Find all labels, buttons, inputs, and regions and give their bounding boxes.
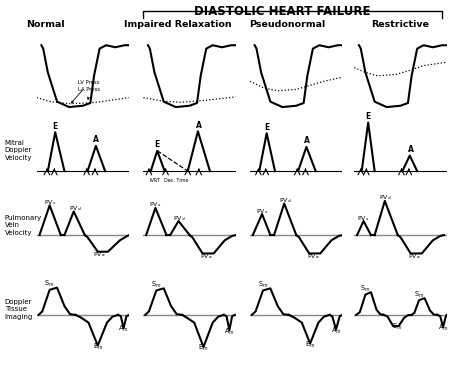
Text: Dec. Time: Dec. Time [164, 178, 189, 183]
Text: E$_m$: E$_m$ [92, 342, 103, 352]
Text: A: A [93, 135, 99, 145]
Text: PV$_s$: PV$_s$ [149, 201, 162, 209]
Text: PV$_d$: PV$_d$ [379, 194, 392, 202]
Text: PV$_s$: PV$_s$ [357, 214, 370, 223]
Text: Impaired Relaxation: Impaired Relaxation [124, 20, 232, 29]
Text: LA Press: LA Press [78, 87, 100, 99]
Text: PV$_d$: PV$_d$ [173, 214, 186, 223]
Text: Restrictive: Restrictive [372, 20, 429, 29]
Text: S$_m$: S$_m$ [45, 279, 55, 289]
Text: E: E [53, 122, 58, 131]
Text: Mitral
Doppler
Velocity: Mitral Doppler Velocity [5, 139, 32, 161]
Text: PV$_s$: PV$_s$ [44, 198, 56, 207]
Text: Normal: Normal [26, 20, 64, 29]
Text: Doppler
Tissue
Imaging: Doppler Tissue Imaging [5, 299, 33, 320]
Text: S$_m$: S$_m$ [258, 280, 268, 290]
Text: E$_m$: E$_m$ [305, 340, 315, 350]
Text: S$_m$: S$_m$ [414, 290, 424, 300]
Text: E: E [264, 123, 269, 132]
Text: A$_m$: A$_m$ [118, 324, 129, 335]
Text: Pseudonormal: Pseudonormal [249, 20, 325, 29]
Text: PV$_d$: PV$_d$ [69, 204, 82, 213]
Text: LV Press: LV Press [72, 80, 100, 103]
Text: A$_m$: A$_m$ [224, 326, 235, 337]
Text: A$_m$: A$_m$ [330, 326, 341, 336]
Text: E$_m$: E$_m$ [392, 322, 402, 332]
Text: DIASTOLIC HEART FAILURE: DIASTOLIC HEART FAILURE [194, 5, 370, 19]
Text: E$_m$: E$_m$ [198, 343, 209, 353]
Text: PV$_d$: PV$_d$ [279, 196, 292, 205]
Text: A: A [408, 145, 414, 154]
Text: A$_m$: A$_m$ [438, 323, 448, 333]
Text: PV$_a$: PV$_a$ [93, 250, 106, 259]
Text: E: E [155, 140, 160, 149]
Text: PV$_s$: PV$_s$ [256, 207, 268, 216]
Text: E: E [365, 112, 371, 121]
Text: PV$_a$: PV$_a$ [307, 252, 319, 261]
Text: IVRT: IVRT [150, 178, 161, 183]
Text: A: A [196, 121, 202, 130]
Text: PV$_a$: PV$_a$ [408, 252, 420, 261]
Text: A: A [303, 137, 310, 145]
Text: PV$_a$: PV$_a$ [200, 252, 212, 261]
Text: Pulmonary
Vein
Velocity: Pulmonary Vein Velocity [5, 214, 42, 236]
Text: S$_m$: S$_m$ [360, 283, 371, 294]
Text: S$_m$: S$_m$ [151, 280, 162, 290]
